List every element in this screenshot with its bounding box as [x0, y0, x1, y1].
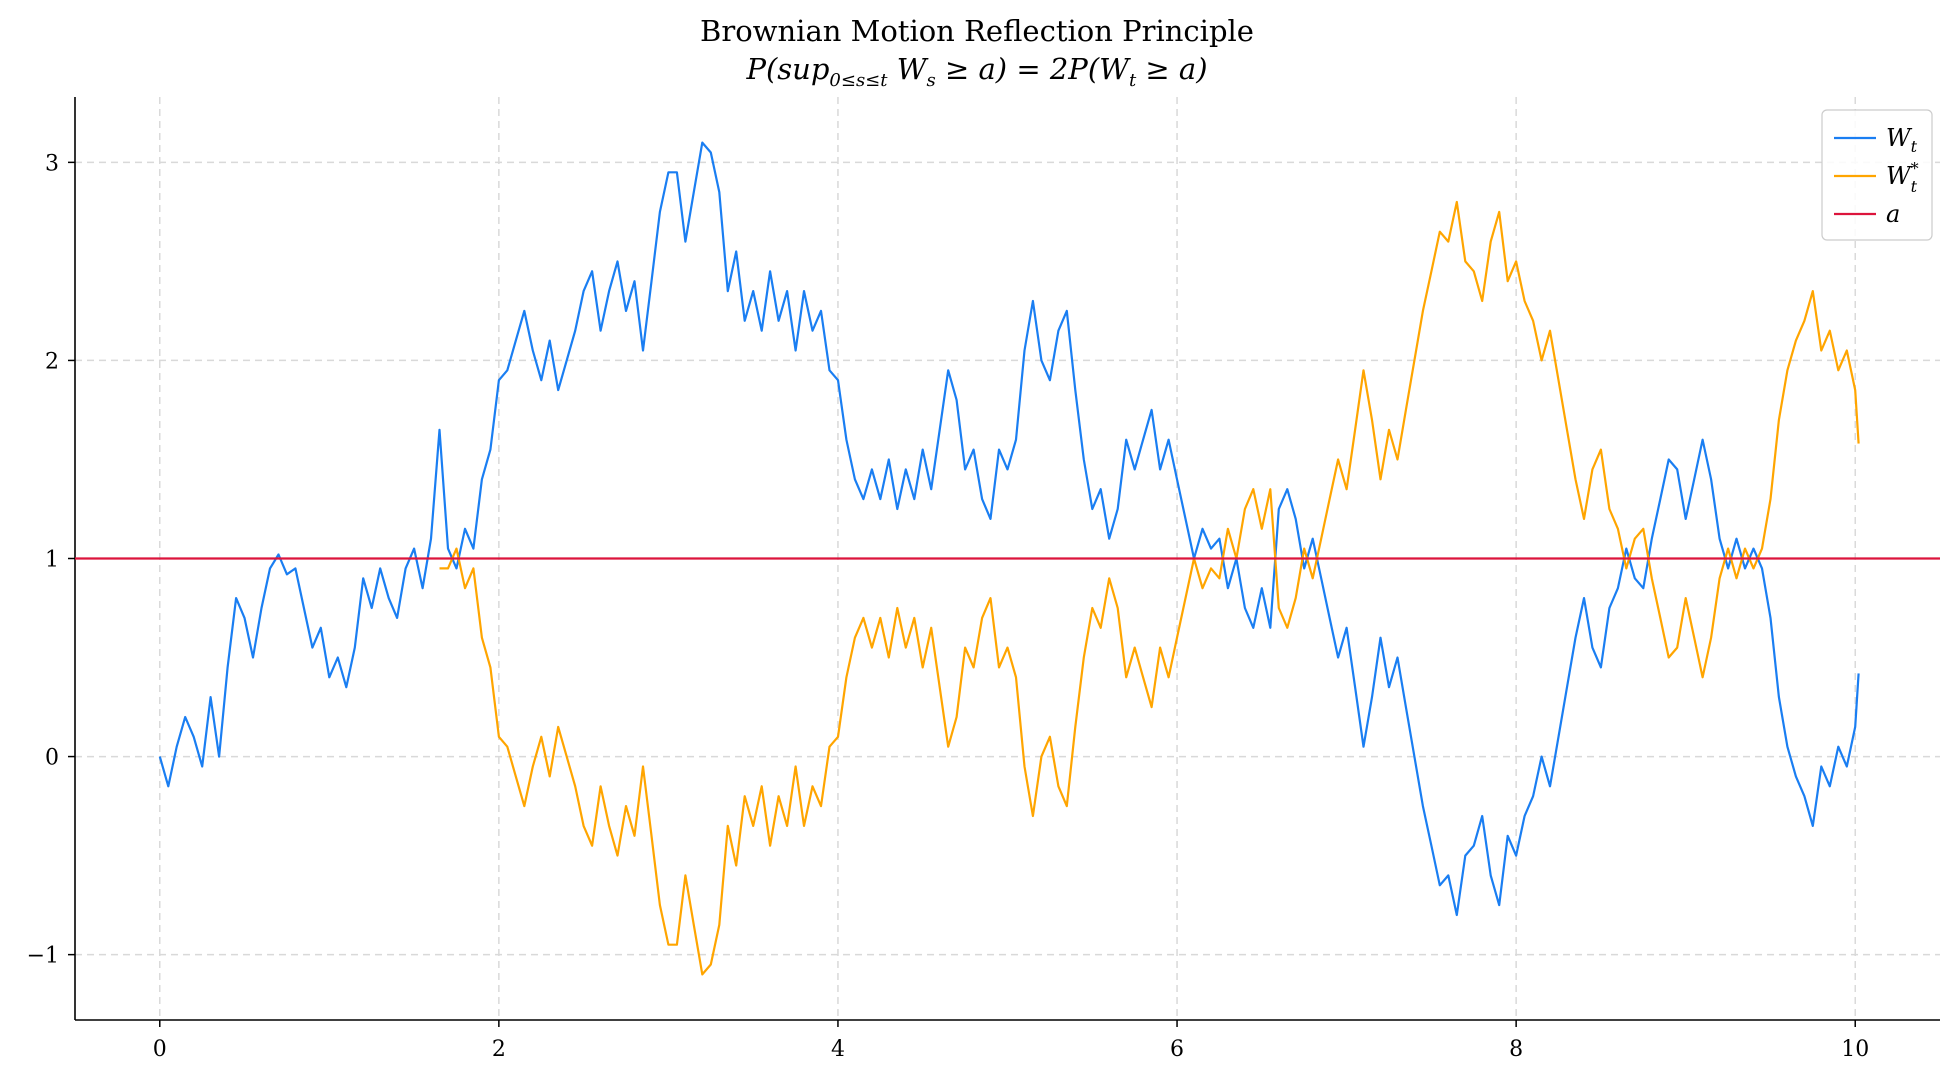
chart-subtitle: P(sup0≤s≤t Ws ≥ a) = 2P(Wt ≥ a): [0, 52, 1954, 91]
chart-title: Brownian Motion Reflection Principle: [700, 14, 1254, 48]
legend-label-2: a: [1886, 200, 1900, 228]
legend-label-1: W* t: [1886, 159, 1919, 196]
y-tick-label-2: 2: [45, 349, 59, 374]
legend-box: [1821, 109, 1933, 241]
x-tick-label-6: 6: [1170, 1037, 1184, 1062]
legend-label-sub-0: t: [1911, 137, 1918, 156]
y-tick-label-3: 3: [45, 151, 59, 176]
subtitle-rhs-sub: s: [926, 69, 936, 91]
series-line-w-t: [158, 141, 1860, 917]
subtitle-sup-range: 0≤s≤t: [829, 69, 888, 91]
subtitle-end: ≥ a): [1136, 52, 1208, 86]
x-tick-label-0: 0: [153, 1037, 167, 1062]
series-layer: [75, 141, 1940, 976]
legend-label-sup-1: *: [1911, 159, 1919, 178]
y-tick-label-0: 0: [45, 746, 59, 771]
y-tick-label--1: −1: [27, 944, 59, 969]
legend-label-sub-1: t: [1911, 177, 1918, 196]
series-line-w-t-star: [439, 200, 1860, 976]
y-tick-label-1: 1: [45, 548, 59, 573]
subtitle-rhs: W: [887, 52, 927, 86]
subtitle-mid-sub: t: [1128, 69, 1137, 91]
x-tick-label-4: 4: [831, 1037, 845, 1062]
ticks: 0 2 4 6 8 10 −1 0 1 2 3: [27, 151, 1870, 1062]
x-tick-label-10: 10: [1841, 1037, 1869, 1062]
subtitle-lhs: P(sup: [746, 52, 830, 86]
x-tick-label-2: 2: [492, 1037, 506, 1062]
subtitle-mid: ≥ a) = 2P(W: [935, 52, 1129, 86]
legend: WtW* ta: [1821, 109, 1933, 241]
x-tick-label-8: 8: [1509, 1037, 1523, 1062]
